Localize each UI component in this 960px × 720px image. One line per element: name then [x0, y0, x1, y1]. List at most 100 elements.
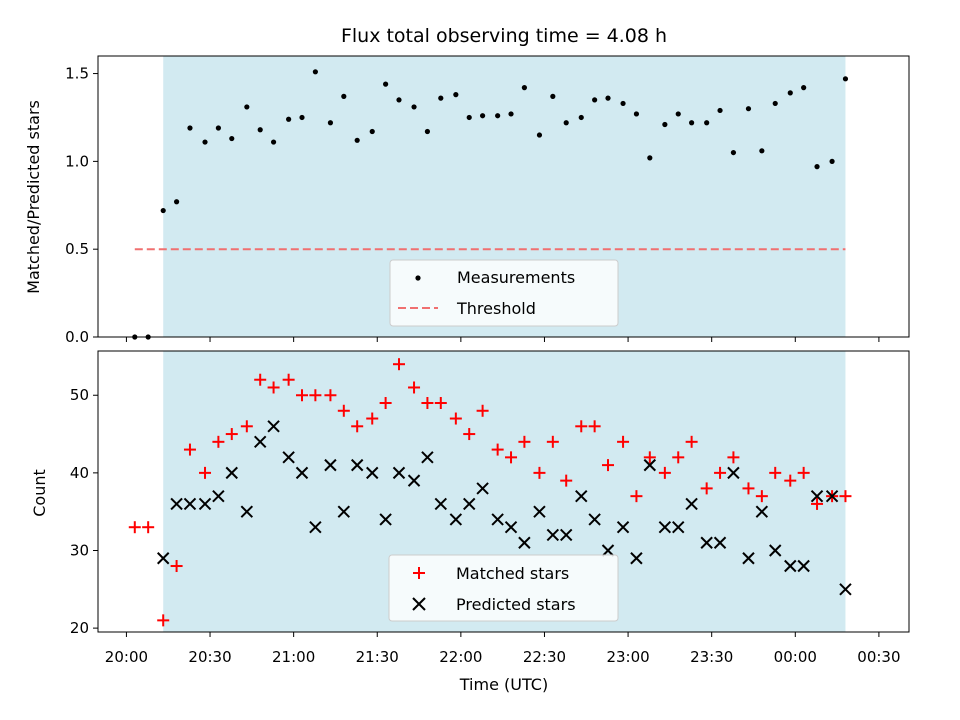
top-ytick-label: 1.5	[65, 65, 89, 83]
predicted-star-point	[170, 497, 183, 511]
matched-star-point	[797, 466, 810, 479]
measurement-point	[286, 116, 292, 122]
measurement-point	[717, 107, 723, 114]
predicted-star-point	[449, 513, 463, 526]
measurement-point	[424, 128, 431, 135]
matched-star-point	[575, 420, 588, 433]
predicted-star-point	[183, 497, 197, 511]
predicted-star-point	[421, 451, 434, 464]
bottom-y-ticks: 20 30 40 50	[70, 386, 98, 637]
predicted-star-point	[463, 497, 476, 511]
measurement-point	[383, 81, 389, 87]
matched-star-point	[240, 420, 253, 433]
predicted-star-point	[742, 552, 755, 565]
measurement-point	[369, 128, 375, 135]
measurement-point	[814, 164, 820, 170]
matched-star-point	[282, 373, 295, 386]
measurement-point	[438, 95, 444, 101]
matched-star-point	[199, 466, 212, 479]
matched-star-point	[408, 381, 421, 394]
measurement-point	[229, 135, 235, 142]
measurement-point	[829, 158, 835, 164]
predicted-star-point	[282, 451, 295, 464]
predicted-star-point	[407, 474, 421, 487]
measurement-point	[495, 113, 501, 119]
matched-star-point	[225, 428, 238, 441]
predicted-star-point	[309, 521, 322, 534]
measurement-point	[466, 114, 472, 121]
xtick-label: 21:30	[356, 648, 399, 666]
matched-star-point	[839, 490, 852, 503]
predicted-star-point	[504, 521, 518, 534]
predicted-star-point	[825, 489, 839, 503]
matched-star-point	[366, 412, 379, 425]
matched-star-point	[784, 474, 797, 487]
predicted-star-point	[727, 466, 740, 480]
predicted-star-point	[366, 466, 379, 480]
top-ytick-label: 0.0	[65, 328, 89, 346]
measurement-point	[327, 120, 334, 126]
measurement-point	[411, 104, 417, 110]
predicted-star-point	[225, 466, 238, 480]
measurement-point	[647, 155, 653, 161]
predicted-star-point	[713, 536, 727, 549]
predicted-star-point	[392, 466, 406, 480]
matched-star-point	[434, 397, 447, 410]
measurement-point	[772, 100, 778, 107]
predicted-star-point	[769, 544, 782, 557]
predicted-star-point	[212, 489, 225, 503]
legend-predicted-label: Predicted stars	[456, 595, 576, 614]
xtick-label: 22:00	[439, 648, 482, 666]
measurement-point	[745, 106, 752, 112]
predicted-star-point	[491, 513, 504, 526]
matched-star-point	[351, 420, 364, 433]
matched-star-point	[337, 404, 350, 417]
matched-star-point	[643, 451, 656, 464]
predicted-star-point	[518, 536, 531, 549]
xtick-label: 21:00	[272, 648, 315, 666]
matched-star-point	[324, 389, 337, 402]
top-legend: Measurements Threshold	[389, 259, 619, 327]
chart-title: Flux total observing time = 4.08 h	[341, 25, 667, 47]
top-y-axis-label: Matched/Predicted stars	[24, 100, 43, 294]
predicted-star-point	[295, 466, 309, 480]
predicted-star-point	[839, 583, 852, 596]
predicted-star-point	[797, 559, 810, 573]
measurement-point	[244, 104, 250, 110]
predicted-stars-points	[157, 420, 852, 596]
predicted-star-point	[559, 528, 573, 542]
matched-star-point	[463, 428, 476, 441]
legend-matched-label: Matched stars	[456, 564, 569, 583]
measurement-point	[662, 121, 668, 128]
measurement-point	[160, 207, 166, 214]
matched-star-point	[157, 614, 170, 627]
predicted-star-point	[700, 536, 713, 549]
measurement-point	[536, 132, 543, 138]
predicted-star-point	[434, 497, 448, 511]
measurement-point	[257, 127, 263, 133]
predicted-star-point	[658, 521, 672, 534]
matched-stars-points	[128, 358, 852, 627]
predicted-star-point	[601, 544, 615, 557]
measurement-point	[173, 199, 180, 205]
top-axes-frame	[97, 55, 910, 338]
matched-star-point	[392, 358, 405, 371]
predicted-star-point	[643, 458, 657, 472]
matched-star-point	[533, 466, 546, 479]
matched-star-point	[267, 381, 280, 394]
predicted-star-point	[616, 521, 630, 534]
measurement-point	[479, 113, 486, 119]
predicted-star-point	[533, 505, 546, 518]
predicted-star-point	[350, 458, 364, 472]
xtick-label: 00:30	[857, 648, 900, 666]
predicted-star-point	[546, 528, 560, 542]
measurement-point	[521, 85, 528, 91]
matched-star-point	[491, 443, 504, 456]
measurement-point	[704, 120, 710, 126]
matched-star-point	[254, 373, 267, 386]
measurement-point	[187, 125, 193, 131]
x-axis-label: Time (UTC)	[459, 675, 548, 694]
measurement-point	[842, 76, 849, 82]
matched-star-point	[742, 482, 755, 495]
